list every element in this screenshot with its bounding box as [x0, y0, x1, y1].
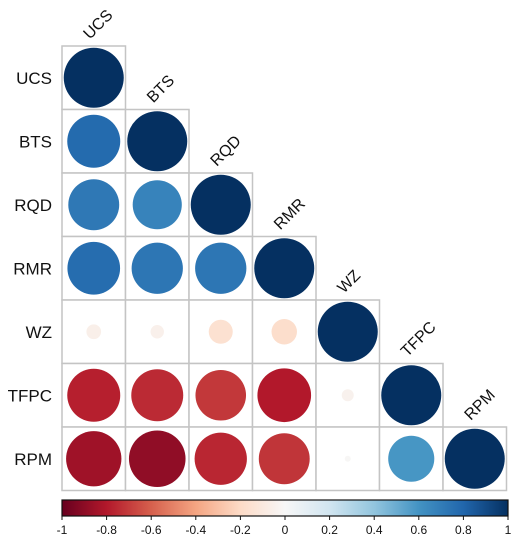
colorbar-tick-label: 0.4: [366, 523, 383, 537]
colorbar-gradient: [62, 500, 508, 516]
circle-tfpc-ucs: [67, 368, 121, 422]
circle-rmr-rmr: [254, 238, 315, 299]
circle-rmr-rqd: [195, 242, 247, 294]
row-label-tfpc: TFPC: [8, 386, 52, 405]
circle-wz-wz: [317, 301, 378, 362]
col-label-ucs: UCS: [81, 7, 117, 43]
col-label-bts: BTS: [144, 72, 178, 106]
circle-bts-ucs: [67, 114, 121, 168]
circle-wz-rqd: [208, 319, 233, 344]
circle-bts-bts: [127, 111, 188, 172]
row-label-rqd: RQD: [14, 196, 52, 215]
circle-rmr-bts: [131, 242, 183, 294]
circle-tfpc-rqd: [195, 369, 247, 421]
colorbar-tick-label: -1: [57, 523, 68, 537]
colorbar-tick-label: 0.8: [455, 523, 472, 537]
circle-ucs-ucs: [63, 47, 124, 108]
row-label-rmr: RMR: [13, 259, 52, 278]
circle-rpm-rqd: [194, 432, 247, 485]
row-label-wz: WZ: [26, 323, 52, 342]
circle-wz-ucs: [86, 324, 102, 340]
circle-tfpc-tfpc: [381, 365, 442, 426]
circle-rpm-bts: [128, 430, 186, 488]
col-label-rpm: RPM: [462, 387, 499, 424]
circle-tfpc-bts: [131, 369, 184, 422]
circle-rpm-tfpc: [388, 435, 435, 482]
colorbar-tick-label: 0: [282, 523, 289, 537]
col-label-rqd: RQD: [208, 133, 245, 170]
circle-rpm-rpm: [444, 428, 505, 489]
row-label-rpm: RPM: [14, 450, 52, 469]
colorbar-tick-label: 0.6: [410, 523, 427, 537]
row-label-ucs: UCS: [16, 69, 52, 88]
colorbar-legend: -1 -0.8 -0.6 -0.4 -0.2 0 0.2 0.4 0.6 0.8 1: [57, 499, 512, 537]
circle-rpm-wz: [344, 455, 351, 462]
colorbar-tick-label: 1: [505, 523, 512, 537]
circle-rmr-ucs: [67, 241, 121, 295]
cell-wz-rmr: [251, 299, 317, 365]
circle-rqd-bts: [132, 180, 182, 230]
col-label-tfpc: TFPC: [398, 319, 440, 361]
circle-rpm-rmr: [258, 433, 310, 485]
circle-rpm-ucs: [66, 431, 122, 487]
colorbar-ticks: -1 -0.8 -0.6 -0.4 -0.2 0 0.2 0.4 0.6 0.8 1: [57, 516, 512, 537]
colorbar-tick-label: -0.8: [96, 523, 117, 537]
colorbar-tick-label: 0.2: [321, 523, 338, 537]
colorbar-tick-label: -0.6: [141, 523, 162, 537]
colorbar-tick-label: -0.2: [230, 523, 251, 537]
circle-tfpc-rmr: [257, 368, 312, 423]
row-label-bts: BTS: [19, 132, 52, 151]
col-label-rmr: RMR: [271, 196, 309, 234]
circle-rqd-rqd: [190, 174, 251, 235]
col-label-wz: WZ: [335, 267, 365, 297]
circle-wz-bts: [150, 325, 164, 339]
circle-wz-rmr: [271, 319, 297, 345]
colorbar-tick-label: -0.4: [185, 523, 206, 537]
circle-tfpc-wz: [341, 389, 354, 402]
circle-rqd-ucs: [68, 179, 120, 231]
row-labels: UCS BTS RQD RMR WZ TFPC RPM: [8, 69, 52, 469]
correlation-circles: [63, 47, 505, 489]
